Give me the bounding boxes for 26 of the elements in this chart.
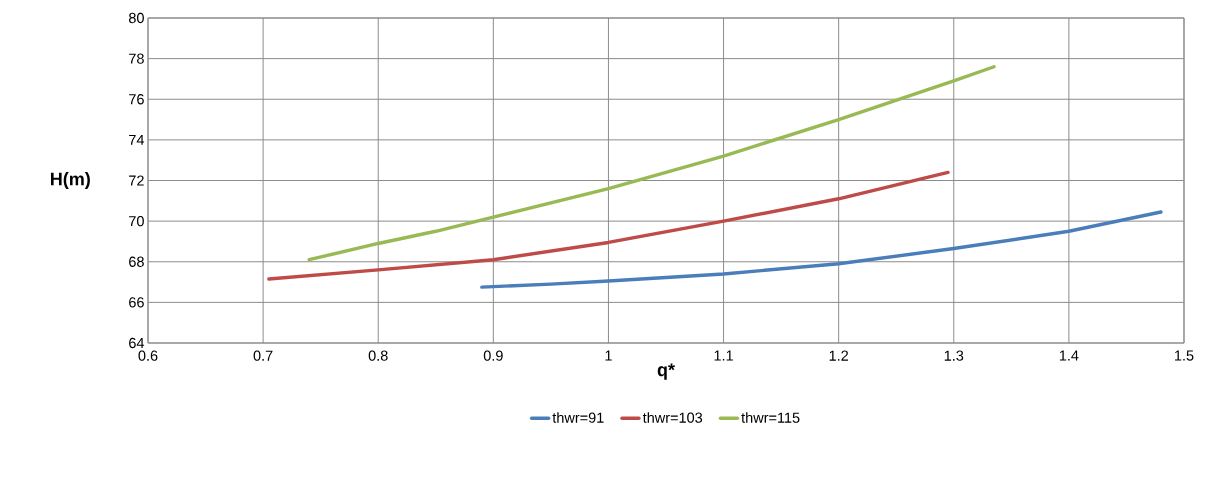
y-tick-label: 68 [129, 256, 144, 267]
legend-label: thwr=91 [552, 412, 604, 423]
y-tick-label: 66 [129, 297, 144, 308]
y-axis-title: H(m) [51, 172, 90, 189]
y-tick-label: 64 [129, 337, 145, 349]
x-tick-label: 1.5 [1175, 350, 1194, 361]
line-series [267, 170, 950, 281]
y-tick-label: 70 [129, 215, 144, 227]
x-tick-label: 0.8 [368, 350, 388, 361]
x-tick-label: 0.9 [483, 350, 503, 361]
y-tick-label: 72 [129, 175, 144, 186]
y-tick-label: 78 [129, 53, 144, 64]
x-tick-label: 1.3 [944, 350, 964, 361]
x-tick-label: 0.7 [253, 350, 273, 361]
legend-label: thwr=115 [741, 412, 800, 423]
x-tick-label: 0.6 [138, 350, 158, 361]
legend-label: thwr=103 [642, 412, 703, 423]
x-axis-title: q* [657, 363, 675, 380]
x-tick-label: 1.2 [829, 350, 848, 361]
line-series [480, 210, 1163, 289]
x-tick-label: 1.1 [714, 350, 733, 361]
x-tick-label: 1 [605, 350, 612, 361]
x-tick-label: 1.4 [1059, 350, 1079, 361]
y-tick-label: 76 [129, 94, 144, 105]
y-tick-label: 80 [128, 12, 144, 24]
y-tick-label: 74 [129, 134, 145, 145]
